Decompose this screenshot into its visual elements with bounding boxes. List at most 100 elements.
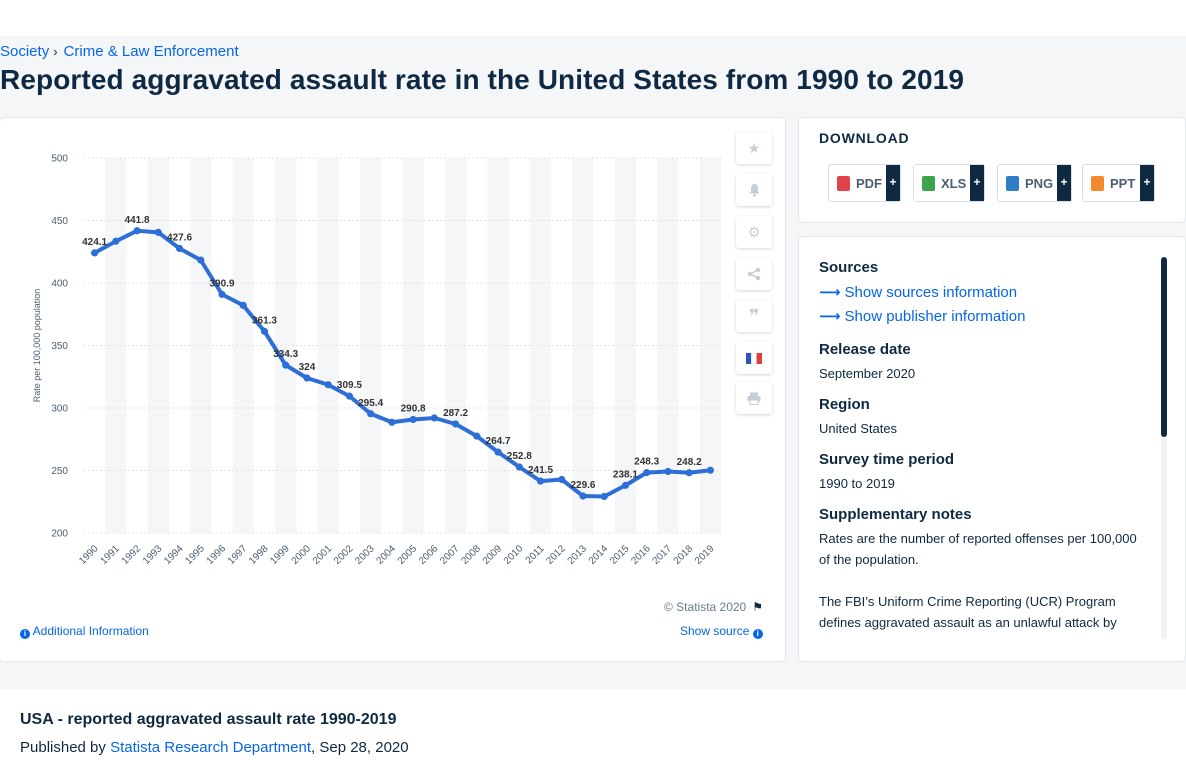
additional-information-link[interactable]: i Additional Information bbox=[20, 624, 149, 639]
flag-icon[interactable]: ⚑ bbox=[752, 600, 763, 614]
grid-band bbox=[147, 158, 169, 533]
download-pdf-button[interactable]: PDF + bbox=[828, 164, 901, 202]
show-publisher-label: Show publisher information bbox=[844, 308, 1026, 325]
data-label: 252.8 bbox=[507, 451, 532, 462]
x-tick-label: 2018 bbox=[672, 543, 696, 567]
data-point bbox=[197, 256, 205, 264]
publisher-link[interactable]: Statista Research Department bbox=[110, 739, 312, 756]
download-ppt-button[interactable]: PPT + bbox=[1082, 164, 1155, 202]
data-point bbox=[558, 475, 566, 484]
data-point bbox=[706, 466, 714, 474]
x-tick-label: 1993 bbox=[141, 543, 165, 567]
grid-band bbox=[232, 158, 254, 533]
data-label: 427.6 bbox=[167, 233, 192, 244]
x-tick-label: 2006 bbox=[417, 543, 441, 567]
data-point bbox=[473, 432, 481, 440]
region-value: United States bbox=[819, 421, 898, 436]
data-point bbox=[133, 227, 141, 235]
page-title: Reported aggravated assault rate in the … bbox=[0, 64, 965, 95]
gear-icon[interactable]: ⚙ bbox=[736, 216, 772, 248]
data-point bbox=[600, 492, 608, 501]
statistic-title: USA - reported aggravated assault rate 1… bbox=[20, 711, 397, 728]
xls-file-icon bbox=[922, 175, 935, 191]
chart-card: 200 250 300 350 400 450 500 Rate per 100,000 po… bbox=[0, 118, 785, 661]
x-tick-label: 2012 bbox=[544, 543, 568, 567]
data-point bbox=[112, 237, 120, 245]
grid-band bbox=[444, 158, 467, 533]
copyright-notice: © Statista 2020 ⚑ bbox=[664, 600, 763, 614]
y-tick-label: 300 bbox=[51, 404, 68, 415]
data-point bbox=[643, 469, 651, 477]
data-label: 248.2 bbox=[677, 457, 702, 468]
breadcrumb-separator: › bbox=[53, 44, 58, 59]
show-source-link[interactable]: Show source i bbox=[680, 624, 763, 639]
additional-information-label: Additional Information bbox=[32, 624, 149, 638]
data-point bbox=[409, 415, 417, 424]
data-label: 361.3 bbox=[252, 315, 277, 326]
x-tick-label: 1997 bbox=[226, 543, 250, 567]
download-card: DOWNLOAD PDF + XLS + PNG + PPT + bbox=[799, 118, 1185, 222]
y-tick-label: 250 bbox=[51, 466, 68, 477]
info-icon: i bbox=[752, 629, 763, 639]
grid-band bbox=[487, 158, 509, 533]
info-icon: i bbox=[20, 629, 30, 639]
scrollbar-thumb[interactable] bbox=[1161, 257, 1167, 437]
x-tick-label: 1992 bbox=[120, 543, 144, 567]
ppt-file-icon bbox=[1091, 175, 1104, 191]
download-xls-plus[interactable]: + bbox=[970, 165, 984, 201]
data-point bbox=[154, 228, 162, 236]
quote-icon[interactable]: ❞ bbox=[736, 300, 772, 332]
x-tick-label: 1996 bbox=[205, 543, 229, 567]
download-png-plus[interactable]: + bbox=[1057, 165, 1071, 201]
download-png-button[interactable]: PNG + bbox=[997, 164, 1072, 202]
x-tick-label: 2019 bbox=[693, 543, 717, 567]
data-point bbox=[494, 448, 502, 456]
download-xls-button[interactable]: XLS + bbox=[913, 164, 985, 202]
png-file-icon bbox=[1006, 175, 1019, 191]
data-label: 441.8 bbox=[125, 215, 150, 226]
show-source-label: Show source bbox=[680, 624, 750, 638]
data-label: 290.8 bbox=[401, 404, 426, 415]
grid-band bbox=[360, 158, 382, 533]
print-icon[interactable] bbox=[736, 382, 772, 414]
grid-band bbox=[699, 158, 721, 533]
supplementary-notes-heading: Supplementary notes bbox=[819, 506, 972, 523]
flag-france-icon[interactable] bbox=[736, 342, 772, 374]
data-point bbox=[303, 374, 311, 382]
x-tick-label: 2007 bbox=[438, 543, 462, 567]
download-pdf-plus[interactable]: + bbox=[886, 165, 900, 201]
data-point bbox=[367, 410, 375, 418]
x-tick-label: 2010 bbox=[502, 543, 526, 567]
y-tick-label: 350 bbox=[51, 341, 68, 352]
bell-icon[interactable] bbox=[736, 174, 772, 206]
breadcrumb-item-society[interactable]: Society bbox=[0, 43, 50, 60]
x-tick-label: 1990 bbox=[77, 543, 101, 567]
data-label: 248.3 bbox=[634, 457, 659, 468]
x-tick-label: 1995 bbox=[183, 543, 207, 567]
share-icon[interactable] bbox=[736, 258, 772, 290]
x-tick-label: 2017 bbox=[651, 543, 675, 567]
data-label: 241.5 bbox=[528, 465, 553, 476]
data-label: 264.7 bbox=[486, 436, 511, 447]
x-tick-label: 2000 bbox=[290, 543, 314, 567]
y-tick-label: 450 bbox=[51, 216, 68, 227]
x-tick-label: 1991 bbox=[98, 543, 122, 567]
show-publisher-link[interactable]: ⟶ Show publisher information bbox=[819, 305, 1144, 329]
release-date-value: September 2020 bbox=[819, 366, 916, 381]
breadcrumb-item-crime-law[interactable]: Crime & Law Enforcement bbox=[63, 43, 239, 60]
release-date-heading: Release date bbox=[819, 341, 911, 358]
y-tick-label: 200 bbox=[51, 529, 68, 540]
x-tick-label: 2008 bbox=[459, 543, 483, 567]
data-point bbox=[218, 290, 226, 298]
y-tick-label: 500 bbox=[51, 154, 68, 165]
download-ppt-plus[interactable]: + bbox=[1140, 165, 1154, 201]
statistic-details-panel: Sources ⟶ Show sources information ⟶ Show … bbox=[799, 237, 1185, 661]
x-tick-label: 2009 bbox=[481, 543, 505, 567]
y-axis-label: Rate per 100,000 population bbox=[32, 289, 42, 403]
x-tick-label: 2011 bbox=[524, 543, 547, 566]
scrollbar-track[interactable] bbox=[1161, 257, 1167, 639]
y-tick-label: 400 bbox=[51, 279, 68, 290]
star-icon[interactable]: ★ bbox=[736, 132, 772, 164]
show-sources-link[interactable]: ⟶ Show sources information bbox=[819, 281, 1144, 305]
published-by: Published by Statista Research Departmen… bbox=[20, 739, 409, 756]
